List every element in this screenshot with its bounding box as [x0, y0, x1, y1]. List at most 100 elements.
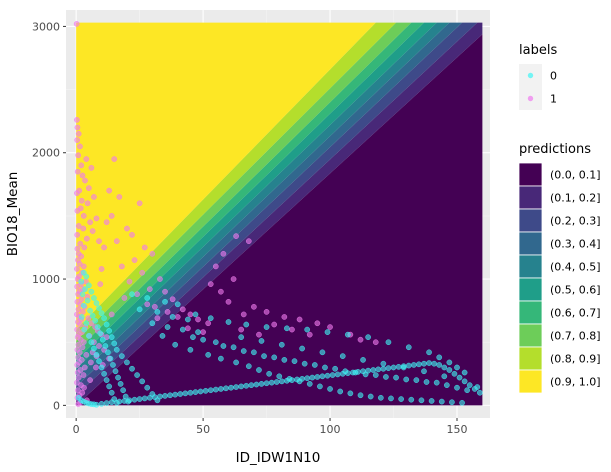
data-point-0	[339, 353, 346, 359]
data-point-0	[91, 345, 97, 352]
data-point-0	[233, 359, 239, 366]
data-point-1	[74, 190, 80, 197]
data-point-0	[159, 333, 166, 339]
data-point-1	[251, 303, 257, 310]
data-point-1	[152, 303, 158, 310]
data-point-0	[238, 334, 245, 341]
data-point-0	[263, 380, 270, 387]
data-point-0	[87, 307, 93, 314]
data-point-1	[134, 291, 140, 298]
data-point-0	[195, 329, 201, 335]
data-point-0	[187, 389, 194, 396]
data-point-0	[304, 326, 311, 333]
data-point-0	[106, 383, 113, 390]
data-point-0	[99, 336, 106, 343]
data-point-0	[218, 355, 224, 362]
data-point-1	[80, 213, 87, 219]
data-point-0	[220, 343, 227, 349]
legend-label: 1	[550, 93, 557, 106]
legend-label: (0.8, 0.9]	[550, 353, 601, 366]
data-point-0	[466, 382, 473, 389]
data-point-0	[461, 369, 468, 376]
data-point-1	[174, 314, 181, 320]
data-point-0	[174, 301, 181, 308]
data-point-0	[149, 320, 156, 327]
data-point-0	[365, 367, 371, 374]
legend-label: (0.4, 0.5]	[550, 261, 601, 274]
data-point-0	[218, 386, 224, 392]
data-point-0	[84, 297, 91, 304]
data-point-0	[243, 321, 250, 328]
data-point-0	[284, 377, 290, 384]
data-point-1	[81, 384, 87, 391]
data-point-0	[332, 365, 338, 372]
data-point-0	[115, 374, 121, 381]
data-point-1	[74, 168, 81, 175]
data-point-0	[187, 346, 194, 353]
data-point-1	[75, 374, 82, 381]
data-point-0	[380, 365, 387, 372]
data-point-1	[97, 281, 104, 287]
data-point-0	[311, 362, 318, 368]
data-point-0	[365, 334, 371, 341]
data-point-0	[426, 360, 432, 366]
y-tick-label: 3000	[32, 20, 60, 33]
data-point-0	[103, 400, 110, 406]
data-point-0	[164, 324, 171, 330]
data-point-1	[75, 387, 81, 394]
data-point-1	[78, 197, 85, 204]
data-point-0	[230, 344, 237, 351]
data-point-0	[169, 314, 176, 320]
data-point-0	[433, 379, 440, 386]
data-point-1	[149, 250, 156, 257]
data-point-0	[97, 330, 104, 337]
data-point-1	[83, 235, 90, 242]
data-point-0	[261, 353, 267, 359]
data-point-1	[129, 231, 135, 238]
data-point-1	[200, 329, 206, 335]
data-point-0	[438, 398, 445, 405]
data-point-0	[185, 316, 191, 323]
data-point-1	[238, 326, 245, 333]
data-point-0	[304, 375, 311, 382]
data-point-0	[398, 396, 404, 402]
data-point-0	[471, 386, 478, 392]
data-point-1	[218, 288, 224, 295]
data-point-0	[276, 373, 283, 380]
data-point-1	[271, 321, 278, 328]
data-point-0	[192, 311, 199, 318]
data-point-0	[375, 366, 382, 373]
legend-point-0	[527, 72, 534, 79]
data-point-1	[230, 276, 237, 282]
data-point-1	[88, 165, 95, 171]
data-point-0	[139, 378, 146, 385]
prediction-raster	[76, 22, 483, 406]
data-point-1	[79, 309, 86, 315]
legend-label: (0.2, 0.3]	[550, 215, 601, 228]
data-point-0	[273, 379, 280, 385]
data-point-0	[82, 286, 88, 293]
data-point-0	[372, 372, 379, 378]
data-point-1	[162, 288, 168, 295]
data-point-0	[200, 336, 206, 343]
data-point-1	[91, 194, 97, 200]
data-point-1	[93, 215, 100, 222]
legend-swatch	[518, 300, 543, 325]
data-point-0	[367, 393, 374, 400]
data-point-0	[81, 326, 88, 333]
data-point-0	[337, 388, 344, 395]
data-point-0	[443, 382, 450, 389]
prediction-band	[76, 22, 463, 387]
data-point-0	[390, 364, 397, 371]
legend-label: (0.0, 0.1]	[550, 169, 601, 182]
data-point-1	[75, 152, 82, 159]
data-point-1	[314, 320, 321, 327]
data-point-1	[131, 257, 138, 263]
data-point-0	[339, 370, 346, 377]
data-point-0	[144, 384, 151, 391]
legend-label: (0.7, 0.8]	[550, 330, 601, 343]
data-point-1	[79, 344, 86, 351]
data-point-0	[441, 364, 448, 371]
data-point-0	[446, 367, 453, 373]
data-point-1	[124, 225, 130, 232]
